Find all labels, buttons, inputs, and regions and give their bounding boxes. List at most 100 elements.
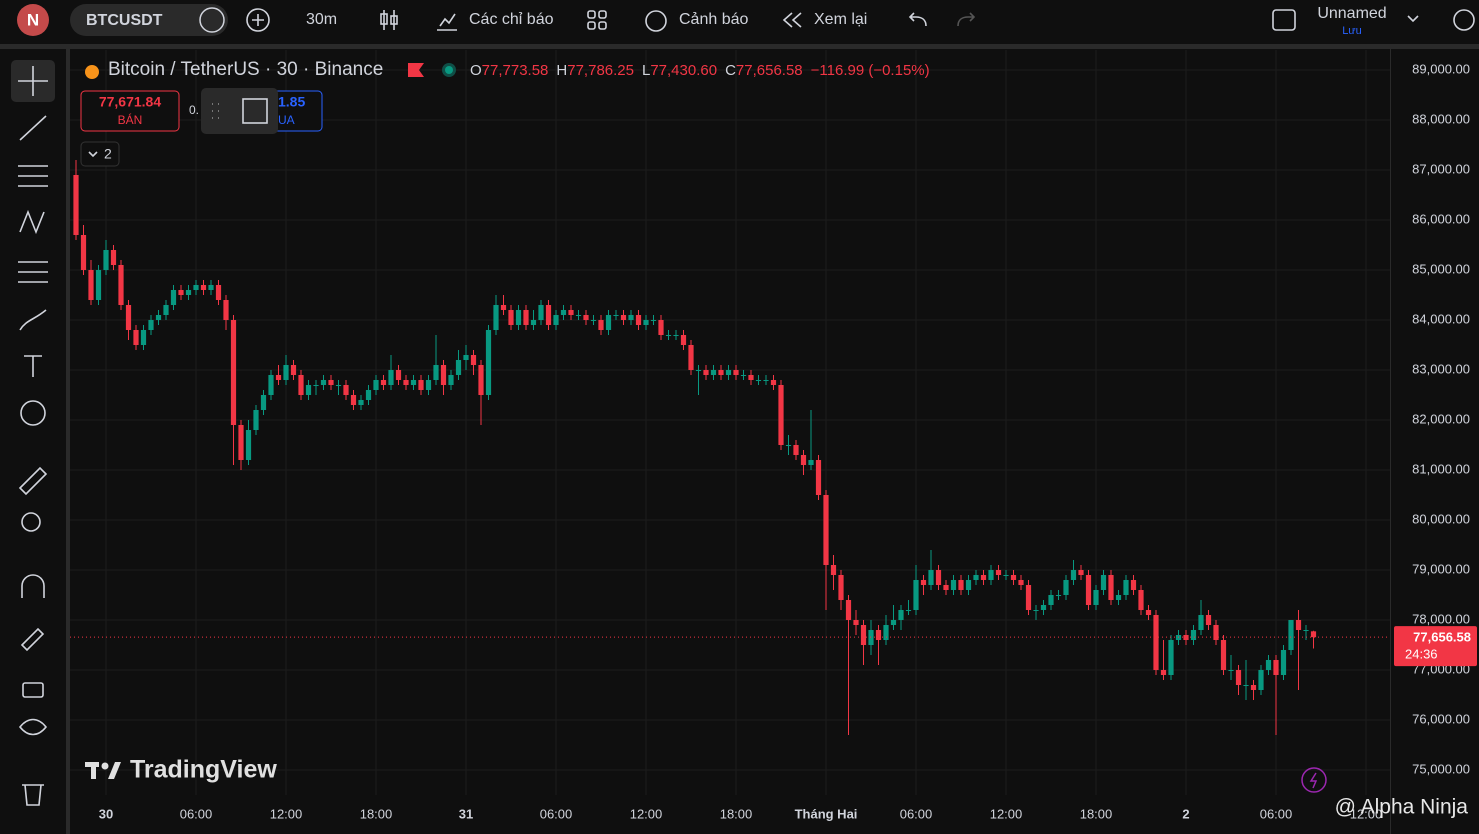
- magnet-icon[interactable]: [21, 574, 45, 598]
- watermark: TradingView: [130, 756, 277, 784]
- candle-body: [170, 290, 177, 305]
- candle-body: [193, 285, 199, 290]
- dropdown-icon[interactable]: [1407, 15, 1419, 23]
- candle-body: [973, 575, 979, 580]
- last-price-label: 77,656.58: [1413, 630, 1471, 645]
- replay[interactable]: Xem lại: [814, 11, 867, 28]
- candle-body: [530, 320, 537, 325]
- candle-body: [598, 320, 604, 330]
- separator: [0, 44, 1479, 49]
- y-tick-label: 81,000.00: [1412, 461, 1470, 476]
- pattern-icon[interactable]: [19, 209, 45, 235]
- avatar[interactable]: [17, 4, 49, 36]
- x-tick-label: 18:00: [360, 806, 393, 821]
- interval[interactable]: 30m: [306, 11, 337, 28]
- trendline-icon[interactable]: [19, 115, 47, 141]
- candle-icon-body: [380, 13, 388, 25]
- ohlc-key: O: [470, 62, 482, 79]
- emoji-icon[interactable]: [20, 400, 46, 426]
- candle-body: [1310, 631, 1317, 638]
- candle-body: [1040, 605, 1047, 610]
- add-icon[interactable]: [246, 8, 270, 32]
- drag-handle[interactable]: [212, 103, 219, 119]
- candle-body: [320, 380, 327, 385]
- lightning-icon[interactable]: [1301, 767, 1327, 793]
- candle-body: [680, 335, 687, 345]
- lock-icon[interactable]: [22, 682, 44, 698]
- candle-body: [230, 320, 237, 425]
- fib-icon[interactable]: [18, 165, 48, 187]
- candle-body: [1228, 670, 1234, 671]
- flag-icon[interactable]: [408, 63, 424, 77]
- candle-body: [815, 460, 822, 495]
- save-status[interactable]: Lưu: [1342, 25, 1362, 37]
- candle-body: [1018, 580, 1024, 585]
- candle-body: [440, 365, 447, 385]
- x-tick-label: Tháng Hai: [795, 806, 858, 821]
- candle-body: [500, 305, 507, 310]
- candle-body: [73, 175, 79, 235]
- symbol: BTCUSDT: [86, 12, 163, 29]
- indicators[interactable]: Các chỉ báo: [469, 11, 554, 28]
- candle-body: [995, 570, 1002, 575]
- ruler-icon[interactable]: [18, 466, 48, 496]
- candle-body: [575, 315, 582, 316]
- candle-body: [553, 315, 559, 325]
- x-tick-label: 12:00: [270, 806, 303, 821]
- candle-body: [215, 285, 222, 300]
- candle-body: [403, 380, 409, 385]
- candle-body: [1033, 610, 1039, 611]
- symbol-button[interactable]: [70, 4, 228, 36]
- text-icon[interactable]: [24, 355, 42, 377]
- market-status: [445, 66, 453, 74]
- layout-icon[interactable]: [1272, 9, 1296, 31]
- separator: [66, 49, 70, 834]
- candle-body: [800, 455, 807, 465]
- candle-body: [1078, 570, 1084, 575]
- candle-body: [238, 425, 244, 460]
- templates-icon[interactable]: [587, 10, 607, 30]
- candle-body: [155, 315, 162, 320]
- trash-icon[interactable]: [22, 784, 44, 806]
- candle-body: [433, 365, 439, 380]
- candle-body: [1160, 670, 1167, 675]
- candle-body: [133, 330, 139, 345]
- candle-body: [778, 385, 784, 445]
- redo-icon[interactable]: [957, 12, 976, 27]
- alerts[interactable]: Cảnh báo: [679, 11, 748, 28]
- symbol-logo: [85, 65, 99, 79]
- premium-icon[interactable]: [199, 7, 225, 33]
- candle-body: [1213, 625, 1219, 640]
- candle-body: [1303, 630, 1309, 631]
- candle-body: [808, 460, 814, 465]
- settings-icon[interactable]: [1453, 9, 1475, 31]
- sell-button[interactable]: [80, 90, 180, 132]
- replay-icon[interactable]: [782, 12, 802, 28]
- candle-body: [493, 305, 499, 330]
- candle-body: [740, 375, 747, 376]
- candle-body: [200, 285, 207, 290]
- candle-body: [328, 380, 334, 385]
- x-tick-label: 06:00: [900, 806, 933, 821]
- zoom-icon[interactable]: [21, 512, 41, 532]
- candle-body: [1003, 575, 1009, 576]
- layout-name[interactable]: Unnamed: [1317, 5, 1386, 22]
- y-tick-label: 87,000.00: [1412, 161, 1470, 176]
- x-tick-label: 18:00: [1080, 806, 1113, 821]
- forecast-icon[interactable]: [18, 261, 48, 283]
- visibility-icon[interactable]: [18, 718, 48, 736]
- candle-body: [253, 410, 259, 430]
- candle-body: [245, 430, 252, 460]
- select-tool-icon[interactable]: [242, 98, 268, 124]
- candle-body: [688, 345, 694, 370]
- draw-mode-icon[interactable]: [20, 627, 45, 652]
- left-toolbar: [0, 49, 66, 834]
- candle-body: [913, 580, 919, 610]
- countdown: 24:36: [1405, 647, 1438, 662]
- undo-icon[interactable]: [908, 12, 927, 27]
- indicator-toggle[interactable]: [80, 141, 120, 167]
- alert-icon[interactable]: [645, 10, 667, 32]
- indicators-icon[interactable]: [437, 13, 457, 31]
- brush-icon[interactable]: [19, 309, 47, 331]
